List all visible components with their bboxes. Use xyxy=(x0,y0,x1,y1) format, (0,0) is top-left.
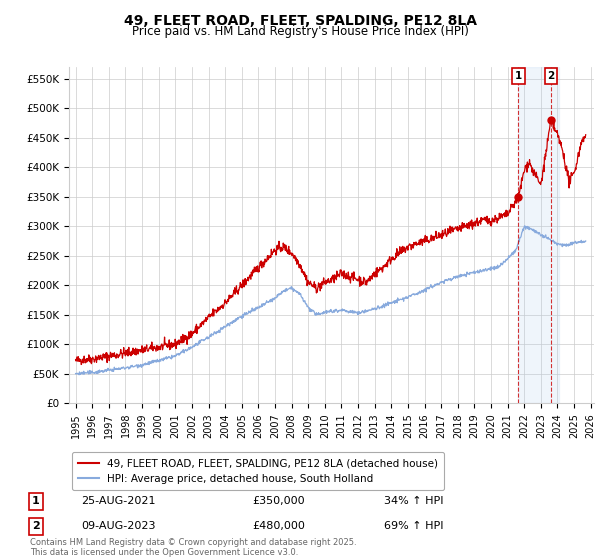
Text: £480,000: £480,000 xyxy=(252,521,305,531)
Legend: 49, FLEET ROAD, FLEET, SPALDING, PE12 8LA (detached house), HPI: Average price, : 49, FLEET ROAD, FLEET, SPALDING, PE12 8L… xyxy=(71,452,444,490)
Text: 34% ↑ HPI: 34% ↑ HPI xyxy=(384,496,443,506)
Text: 25-AUG-2021: 25-AUG-2021 xyxy=(81,496,155,506)
Text: 2: 2 xyxy=(32,521,40,531)
Text: Contains HM Land Registry data © Crown copyright and database right 2025.
This d: Contains HM Land Registry data © Crown c… xyxy=(30,538,356,557)
Text: 69% ↑ HPI: 69% ↑ HPI xyxy=(384,521,443,531)
Text: 2: 2 xyxy=(547,71,554,81)
Bar xyxy=(518,67,559,403)
Text: 1: 1 xyxy=(515,71,522,81)
Text: 49, FLEET ROAD, FLEET, SPALDING, PE12 8LA: 49, FLEET ROAD, FLEET, SPALDING, PE12 8L… xyxy=(124,14,476,28)
Text: 1: 1 xyxy=(32,496,40,506)
Text: 09-AUG-2023: 09-AUG-2023 xyxy=(81,521,155,531)
Text: Price paid vs. HM Land Registry's House Price Index (HPI): Price paid vs. HM Land Registry's House … xyxy=(131,25,469,38)
Text: £350,000: £350,000 xyxy=(252,496,305,506)
